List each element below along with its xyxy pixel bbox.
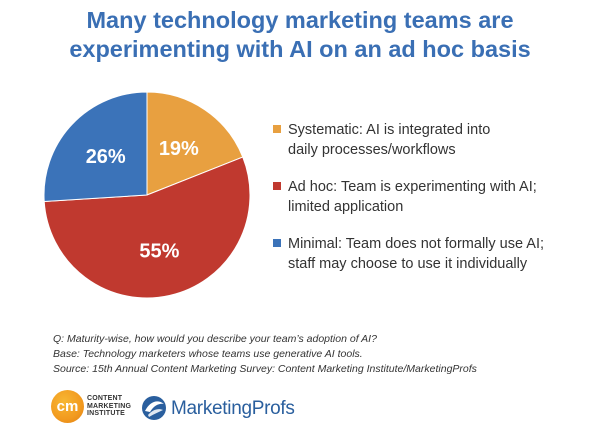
cmi-logo-line-2: MARKETING xyxy=(87,402,132,410)
logo-bar: cm CONTENT MARKETING INSTITUTE Marketing… xyxy=(51,388,451,432)
legend-item-ad-hoc: Ad hoc: Team is experimenting with AI; l… xyxy=(273,177,593,217)
note-base: Base: Technology marketers whose teams u… xyxy=(53,348,363,360)
pie-slice-minimal xyxy=(43,91,148,202)
content-marketing-institute-logo: cm CONTENT MARKETING INSTITUTE xyxy=(51,388,131,432)
note-question: Q: Maturity-wise, how would you describe… xyxy=(53,333,377,345)
cmi-logo-line-3: INSTITUTE xyxy=(87,410,125,417)
pie-slice-systematic xyxy=(146,91,244,196)
note-source: Source: 15th Annual Content Marketing Su… xyxy=(53,363,477,375)
legend-label-ad-hoc-line-2: limited application xyxy=(288,199,404,215)
cmi-logo-text: CONTENT MARKETING INSTITUTE xyxy=(87,395,131,418)
legend-label-systematic-line-1: Systematic: AI is integrated into xyxy=(288,122,491,138)
legend-swatch-systematic xyxy=(273,125,281,133)
pie-label-minimal: 26% xyxy=(86,146,126,168)
legend-label-systematic: Systematic: AI is integrated into daily … xyxy=(288,120,593,160)
legend-label-minimal-line-2: staff may choose to use it individually xyxy=(288,256,528,272)
cmi-logo-line-1: CONTENT xyxy=(87,395,123,402)
legend-label-minimal-line-1: Minimal: Team does not formally use AI; xyxy=(288,236,545,252)
legend-item-systematic: Systematic: AI is integrated into daily … xyxy=(273,120,593,160)
chart-title-line-1: Many technology marketing teams are xyxy=(86,7,514,33)
legend-label-minimal: Minimal: Team does not formally use AI; … xyxy=(288,234,593,274)
legend-item-minimal: Minimal: Team does not formally use AI; … xyxy=(273,234,593,274)
legend-label-systematic-line-2: daily processes/workflows xyxy=(288,142,456,158)
marketingprofs-logo: MarketingProfs xyxy=(141,395,331,423)
chart-title-line-2: experimenting with AI on an ad hoc basis xyxy=(69,36,531,62)
pie-slice-ad-hoc xyxy=(43,156,251,299)
marketingprofs-name: MarketingProfs xyxy=(171,398,295,419)
chart-title: Many technology marketing teams are expe… xyxy=(0,6,600,64)
pie-label-ad-hoc: 55% xyxy=(139,240,179,262)
legend-swatch-minimal xyxy=(273,239,281,247)
legend-label-ad-hoc-line-1: Ad hoc: Team is experimenting with AI; xyxy=(288,179,537,195)
pie-label-systematic: 19% xyxy=(159,138,199,160)
marketingprofs-globe-icon xyxy=(142,396,166,420)
survey-notes: Q: Maturity-wise, how would you describe… xyxy=(53,332,593,377)
cmi-logo-mark: cm xyxy=(51,390,84,423)
legend-label-ad-hoc: Ad hoc: Team is experimenting with AI; l… xyxy=(288,177,593,217)
legend-swatch-ad-hoc xyxy=(273,182,281,190)
legend: Systematic: AI is integrated into daily … xyxy=(273,120,593,291)
